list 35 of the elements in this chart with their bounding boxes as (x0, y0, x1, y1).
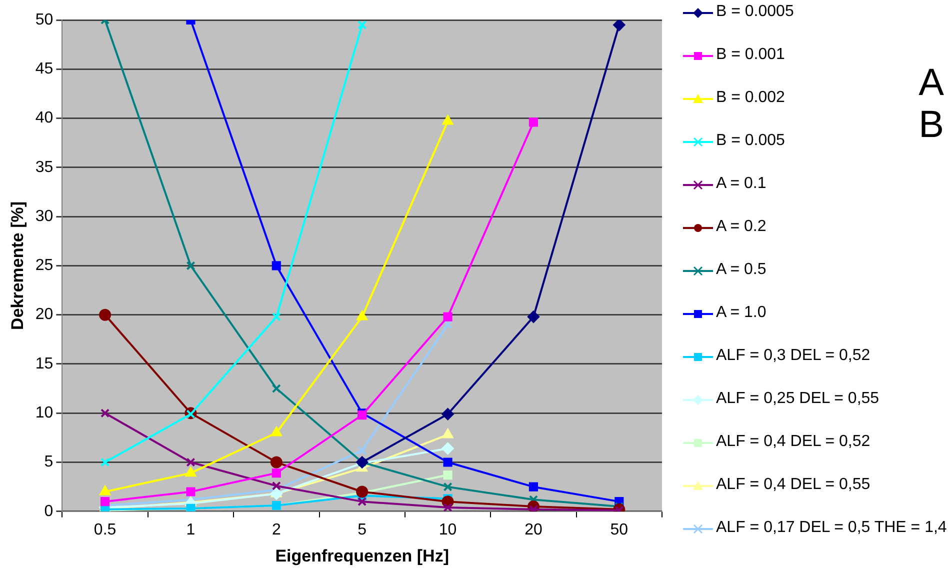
y-tick-label: 0 (44, 502, 54, 520)
x-tick-label: 0.5 (94, 521, 116, 538)
y-axis-title: Dekremente [%] (8, 201, 27, 330)
x-tick-label: 5 (358, 521, 367, 538)
y-tick-label: 45 (35, 60, 54, 78)
text: B (918, 104, 944, 146)
y-tick-label: 50 (35, 11, 54, 28)
y-tick-label: 35 (35, 158, 54, 176)
x-tick-label: 10 (438, 521, 457, 538)
legend-label: A = 0.5 (716, 260, 766, 279)
legend-label: B = 0.001 (716, 45, 785, 64)
x-tick-label: 1 (186, 521, 196, 538)
legend-label: B = 0.005 (716, 131, 785, 150)
y-tick-label: 20 (35, 306, 54, 324)
y-tick-label: 25 (35, 257, 54, 274)
legend-label: ALF = 0,17 DEL = 0,5 THE = 1,4 (716, 518, 947, 537)
legend-label: A = 1.0 (716, 303, 766, 322)
legend-label: ALF = 0,4 DEL = 0,55 (716, 475, 870, 494)
y-tick-label: 5 (44, 454, 54, 471)
x-tick-label: 2 (272, 521, 281, 538)
text: A (918, 62, 944, 104)
legend-label: B = 0.002 (716, 88, 785, 107)
y-tick-label: 15 (35, 355, 54, 372)
legend-label: A = 0.1 (716, 174, 766, 193)
y-tick-label: 10 (35, 404, 54, 422)
x-tick-label: 50 (610, 521, 628, 538)
x-tick-label: 20 (524, 521, 542, 538)
x-axis-title: Eigenfrequenzen [Hz] (275, 546, 449, 566)
legend-label: ALF = 0,25 DEL = 0,55 (716, 389, 880, 408)
legend-label: ALF = 0,3 DEL = 0,52 (716, 346, 870, 365)
legend-label: A = 0.2 (716, 217, 766, 236)
legend-label: ALF = 0,4 DEL = 0,52 (716, 432, 870, 451)
y-tick-label: 40 (35, 110, 54, 127)
y-tick-label: 30 (35, 208, 54, 225)
legend-label: B = 0.0005 (716, 2, 794, 21)
